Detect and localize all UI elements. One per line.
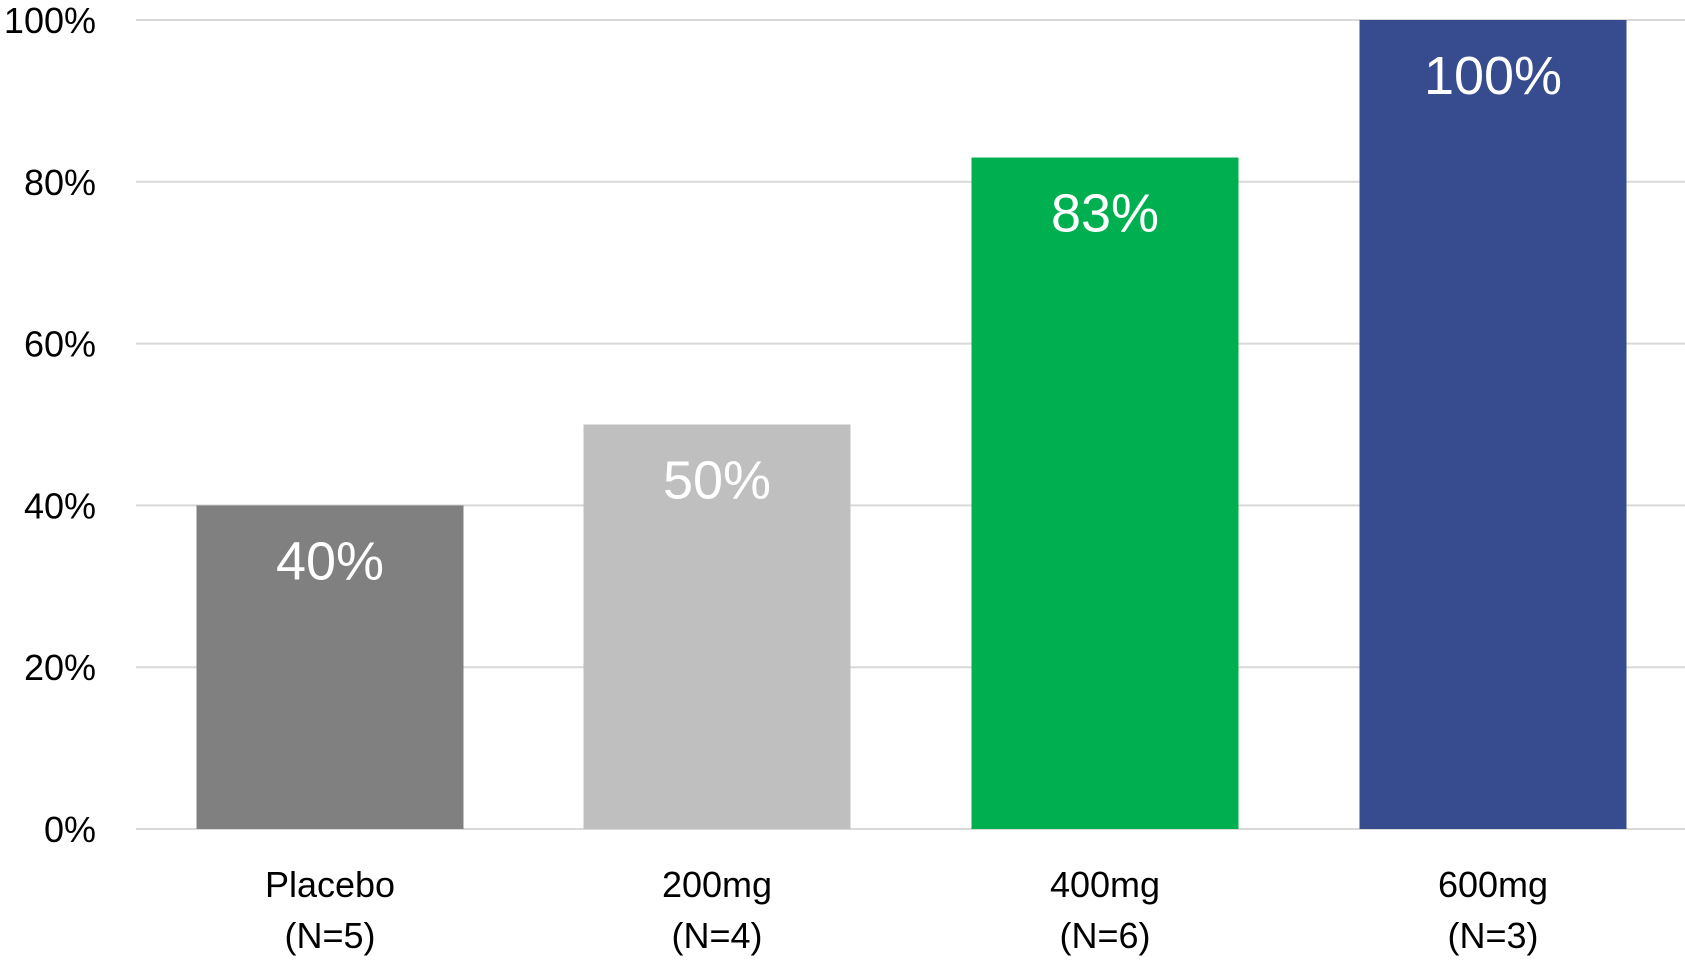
bar (1359, 20, 1627, 829)
y-tick-label: 80% (24, 162, 96, 203)
x-tick-label-n: (N=5) (284, 915, 375, 956)
y-tick-label: 100% (4, 0, 96, 41)
x-tick-label: Placebo (265, 864, 395, 905)
data-labels: 40% 50% 83% 100% (276, 46, 1562, 591)
y-axis-tick-labels: 0% 20% 40% 60% 80% 100% (4, 0, 96, 850)
bar (583, 424, 851, 829)
bar (196, 505, 464, 829)
bars (196, 20, 1627, 829)
data-label: 83% (1051, 184, 1159, 244)
x-tick-label: 600mg (1438, 864, 1548, 905)
x-tick-label: 400mg (1050, 864, 1160, 905)
x-tick-label-n: (N=4) (671, 915, 762, 956)
y-tick-label: 60% (24, 324, 96, 365)
x-tick-label-n: (N=3) (1447, 915, 1538, 956)
x-tick-label-n: (N=6) (1059, 915, 1150, 956)
data-label: 40% (276, 531, 384, 591)
x-tick-label: 200mg (662, 864, 772, 905)
y-tick-label: 0% (44, 809, 96, 850)
data-label: 50% (663, 451, 771, 511)
data-label: 100% (1424, 46, 1562, 106)
bar (971, 157, 1239, 829)
y-tick-label: 40% (24, 485, 96, 526)
y-tick-label: 20% (24, 647, 96, 688)
x-axis-tick-labels: Placebo (N=5) 200mg (N=4) 400mg (N=6) 600mg (N=… (265, 864, 1548, 956)
